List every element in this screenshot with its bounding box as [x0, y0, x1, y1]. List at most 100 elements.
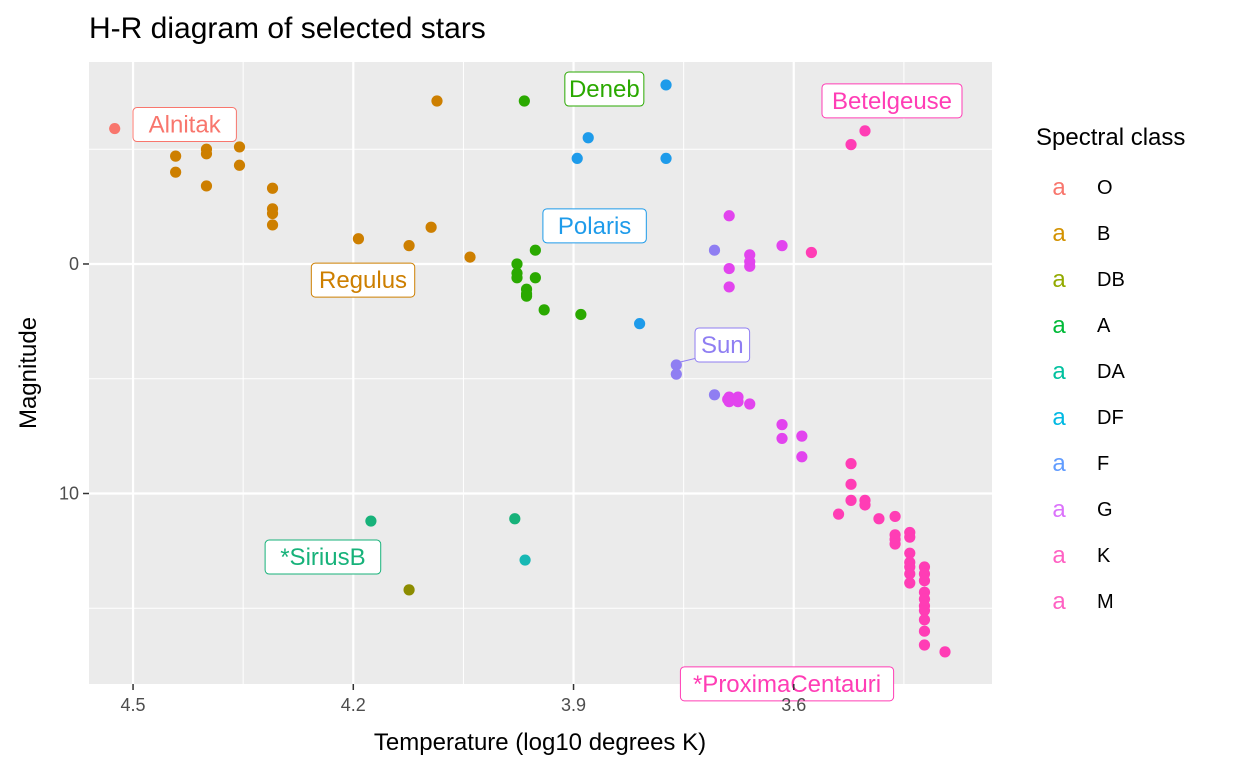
- data-point-f: [660, 79, 672, 91]
- data-point-b: [266, 182, 279, 194]
- data-point-m: [859, 499, 871, 511]
- legend-label: M: [1097, 591, 1114, 613]
- legend-item-db: a DB: [1052, 266, 1124, 293]
- legend-key: a: [1052, 358, 1066, 385]
- data-point-k: [722, 393, 734, 405]
- data-point-b: [464, 251, 476, 263]
- data-point-a: [511, 272, 523, 284]
- data-point-m: [845, 494, 857, 506]
- data-point-k: [796, 451, 808, 463]
- data-point-g: [708, 244, 721, 256]
- data-point-m: [939, 646, 951, 658]
- legend-label: K: [1097, 545, 1111, 567]
- legend-key: a: [1052, 542, 1066, 569]
- data-point-a: [518, 95, 530, 107]
- label-box: [542, 208, 647, 244]
- label-text: Deneb: [569, 76, 640, 103]
- data-point-a: [511, 258, 523, 270]
- data-point-k: [744, 260, 756, 272]
- plot-background: [89, 62, 992, 684]
- star-label-regulus: Regulus: [310, 262, 416, 298]
- data-point-m: [904, 577, 916, 589]
- data-point-f: [660, 152, 672, 164]
- data-point-a: [529, 272, 541, 284]
- legend-label: O: [1097, 177, 1113, 199]
- x-tick-label: 3.9: [561, 695, 586, 715]
- legend-label: G: [1097, 499, 1113, 521]
- label-box: [694, 327, 751, 363]
- legend-key: a: [1052, 266, 1066, 293]
- data-point-f: [571, 152, 583, 164]
- legend-key: a: [1052, 450, 1066, 477]
- data-points: [109, 79, 951, 658]
- data-point-m: [904, 531, 916, 543]
- label-box: [264, 539, 382, 575]
- data-point-k: [723, 262, 735, 275]
- legend-label: DF: [1097, 407, 1124, 429]
- legend-items: a Oa Ba DBa Aa DAa DFa Fa Ga Ka M: [1052, 174, 1125, 615]
- data-point-k: [776, 432, 788, 445]
- data-point-a: [538, 304, 550, 316]
- star-label-alnitak: Alnitak: [132, 107, 237, 143]
- data-point-b: [403, 240, 415, 252]
- label-box: [310, 262, 416, 298]
- legend-title: Spectral class: [1036, 124, 1185, 151]
- data-point-o: [109, 122, 121, 135]
- data-point-df: [519, 554, 531, 566]
- data-point-m: [845, 139, 857, 151]
- data-point-m: [918, 604, 931, 617]
- y-tick-label: 0: [69, 254, 79, 274]
- legend-key: a: [1052, 404, 1066, 431]
- data-point-a: [575, 308, 587, 321]
- data-point-k: [744, 398, 756, 410]
- x-axis: 4.5 4.2 3.9 3.6: [121, 684, 806, 715]
- legend-label: A: [1097, 315, 1111, 337]
- data-point-b: [170, 150, 182, 162]
- data-point-b: [200, 180, 213, 192]
- data-point-db: [403, 584, 415, 596]
- data-point-f: [582, 132, 594, 144]
- data-point-m: [805, 246, 818, 259]
- star-label-betelgeuse: Betelgeuse: [821, 83, 963, 119]
- data-point-m: [889, 510, 901, 523]
- legend-key: a: [1052, 220, 1066, 247]
- legend-item-df: a DF: [1052, 404, 1123, 431]
- y-axis-title: Magnitude: [15, 317, 42, 429]
- label-text: Alnitak: [149, 112, 222, 139]
- star-label-deneb: Deneb: [564, 71, 645, 107]
- data-point-a: [520, 290, 533, 302]
- star-labels: Alnitak Deneb Polaris Betelgeuse Regulus Sun *…: [132, 71, 963, 702]
- label-text: Polaris: [558, 213, 631, 240]
- plot-panel: Alnitak Deneb Polaris Betelgeuse Regulus Sun *…: [89, 62, 992, 702]
- data-point-m: [918, 625, 931, 637]
- grid-lines: [89, 62, 992, 684]
- data-point-b: [425, 221, 437, 233]
- star-label-proximacentauri: *ProximaCentauri: [679, 666, 895, 702]
- data-point-b: [266, 207, 279, 220]
- x-tick-label: 3.6: [781, 695, 806, 715]
- x-tick-label: 4.5: [121, 695, 146, 715]
- data-point-m: [889, 538, 901, 550]
- label-text: *ProximaCentauri: [693, 671, 881, 698]
- data-point-f: [634, 318, 646, 330]
- label-text: Regulus: [319, 267, 407, 294]
- data-point-a: [529, 244, 541, 256]
- label-connector: [680, 357, 698, 363]
- data-point-b: [233, 159, 246, 171]
- legend: Spectral class a Oa Ba DBa Aa DAa DFa Fa Ga Ka M: [1036, 124, 1185, 615]
- data-point-m: [832, 508, 845, 520]
- data-point-m: [918, 639, 931, 651]
- data-point-m: [845, 458, 857, 470]
- data-point-b: [352, 233, 365, 245]
- legend-key: a: [1052, 174, 1066, 201]
- data-point-b: [170, 166, 182, 178]
- label-box: [821, 83, 963, 119]
- data-point-b: [431, 95, 443, 107]
- star-label-sun: Sun: [680, 327, 751, 363]
- legend-label: DA: [1097, 361, 1125, 383]
